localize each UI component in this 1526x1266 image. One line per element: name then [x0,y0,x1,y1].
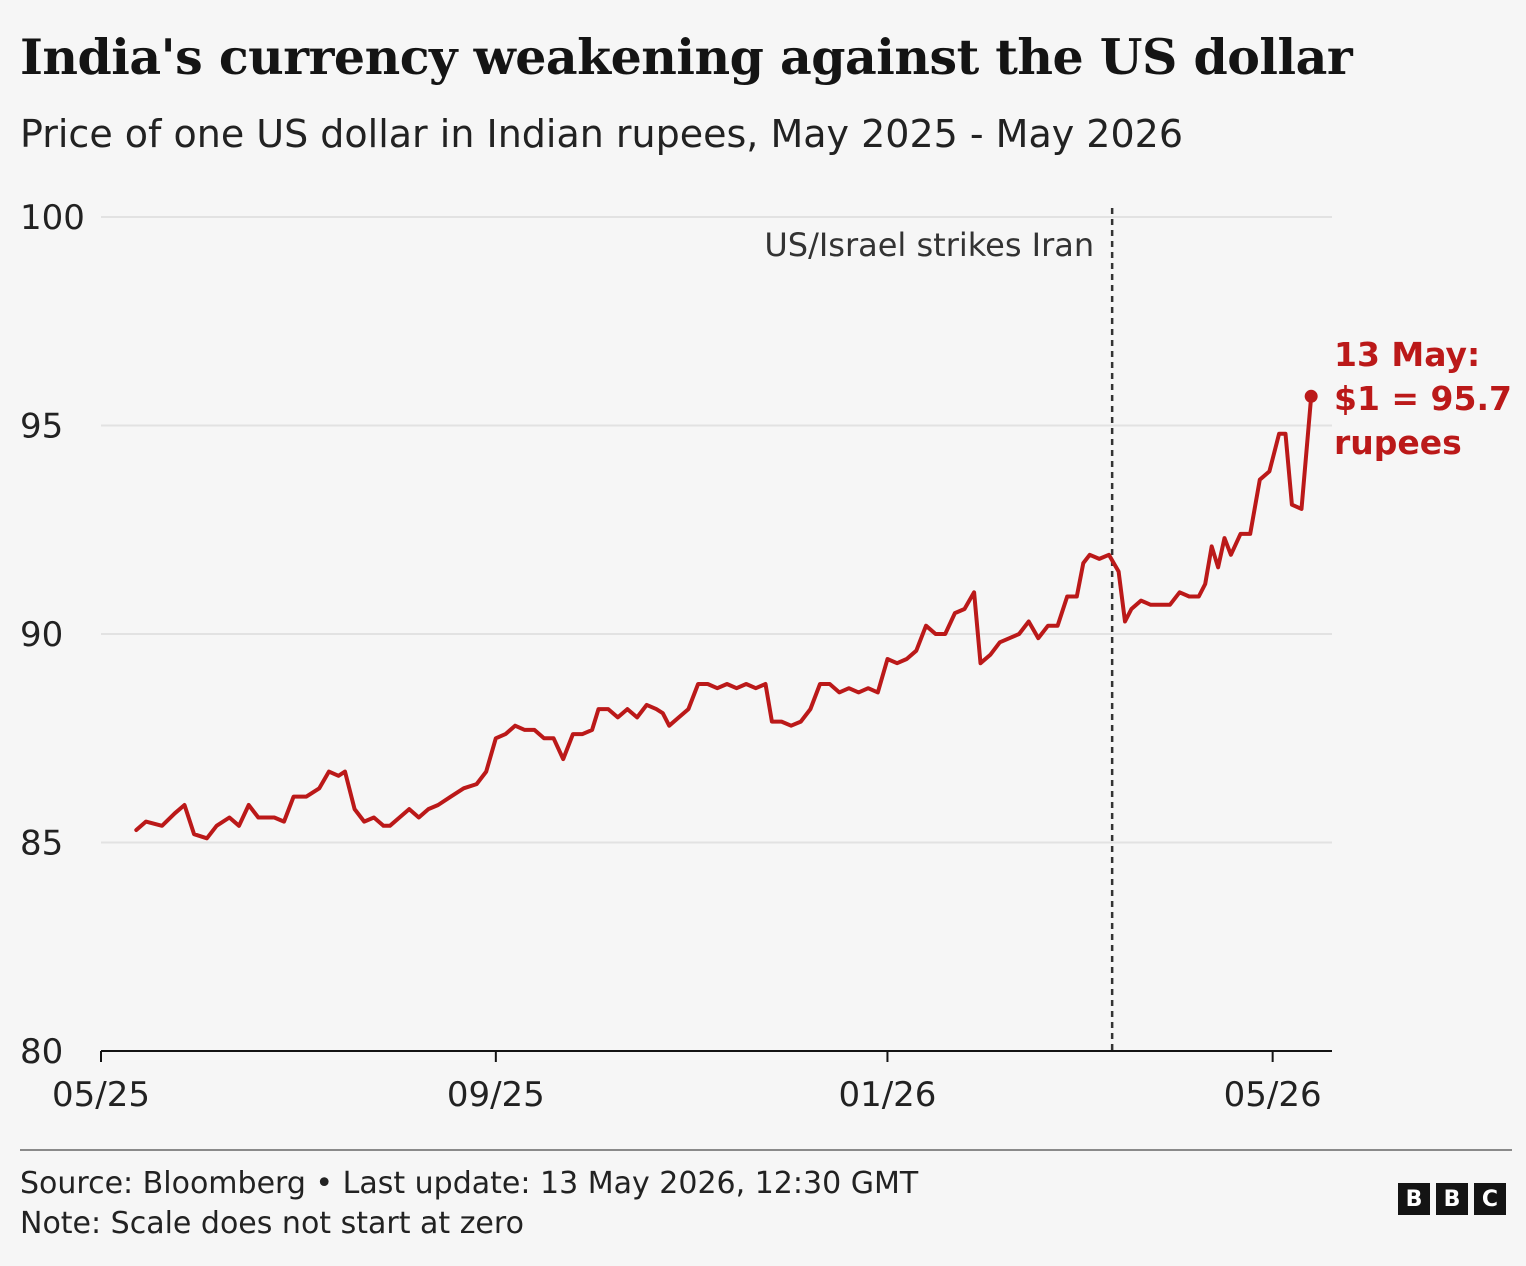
chart-subtitle: Price of one US dollar in Indian rupees,… [20,112,1184,156]
bbc-logo-letter: B [1436,1183,1468,1215]
x-tick-label: 01/26 [838,1075,936,1115]
end-value-label: $1 = 95.7 [1334,379,1512,418]
x-tick-label: 05/26 [1224,1075,1322,1115]
end-value-label: rupees [1334,423,1462,462]
y-tick-label: 80 [20,1032,63,1072]
note-text: Note: Scale does not start at zero [20,1206,524,1241]
source-text: Source: Bloomberg • Last update: 13 May … [20,1166,919,1201]
series-line [134,394,1314,841]
x-tick-label: 05/25 [52,1075,150,1115]
y-tick-label: 95 [20,407,63,447]
y-tick-label: 100 [20,198,85,238]
x-tick-label: 09/25 [447,1075,545,1115]
bbc-logo: B B C [1398,1183,1506,1215]
end-value-label: 13 May: [1334,335,1480,374]
y-tick-label: 90 [20,615,63,655]
bbc-logo-letter: C [1474,1183,1506,1215]
event-marker-label: US/Israel strikes Iran [764,226,1094,264]
chart-title: India's currency weakening against the U… [20,28,1353,86]
bbc-logo-letter: B [1398,1183,1430,1215]
end-point-marker [1304,389,1318,403]
y-tick-label: 85 [20,824,63,864]
footer-divider [20,1149,1512,1151]
